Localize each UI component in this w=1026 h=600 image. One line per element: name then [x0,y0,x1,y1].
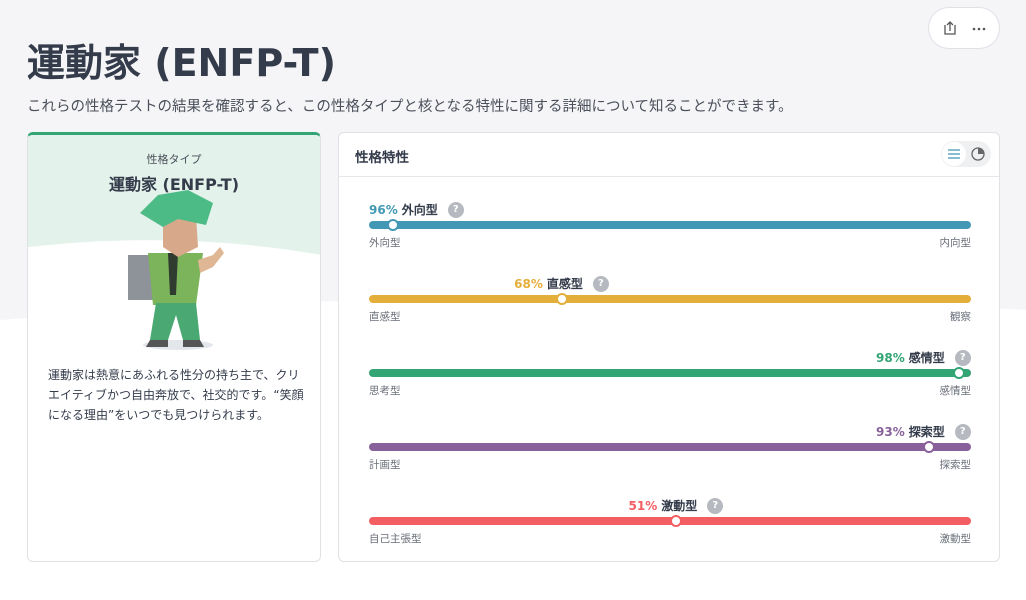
trait-name: 探索型 [908,425,945,439]
type-label: 性格タイプ [146,153,202,166]
trait-name: 直感型 [546,277,583,291]
sliders-view-button[interactable] [948,149,960,159]
left-pole-label: 直感型 [369,311,401,323]
trait-percent: 93% [876,424,905,439]
trait-bar [369,221,971,229]
type-card: 性格タイプ 運動家 (ENFP-T) 運動家は熱意にあふれる性分の持ち主で、クリ… [27,132,321,562]
trait-row: 96% 外向型? 外向型 内向型 [369,201,971,261]
trait-marker [922,441,935,453]
help-button[interactable]: ? [447,201,464,218]
panel-title: 性格特性 [355,150,409,166]
trait-row: 98% 感情型? 思考型 感情型 [369,349,971,409]
right-pole-label: 観察 [950,311,971,323]
trait-percent: 96% [369,202,398,217]
trait-bar [369,517,971,525]
trait-row: 51% 激動型? 自己主張型 激動型 [369,497,971,557]
pie-view-button[interactable] [971,147,985,161]
subtitle: これらの性格テストの結果を確認すると、この性格タイプと核となる特性に関する詳細に… [27,99,793,115]
trait-row: 68% 直感型? 直感型 観察 [369,275,971,335]
help-button[interactable]: ? [592,275,609,292]
trait-marker [952,367,965,379]
trait-bar [369,369,971,377]
trait-marker [387,219,400,231]
type-name: 運動家 (ENFP-T) [108,175,240,194]
trait-label: 68% 直感型? [514,275,609,292]
trait-name: 感情型 [908,351,945,365]
share-button[interactable] [944,21,956,35]
type-description: 運動家は熱意にあふれる性分の持ち主で、クリエイティブかつ自由奔放で、社交的です。… [48,368,304,422]
right-pole-label: 内向型 [939,237,972,249]
toolbar [928,7,1000,49]
help-button[interactable]: ? [954,423,971,440]
trait-bar [369,295,971,303]
help-button[interactable]: ? [707,497,724,514]
help-button[interactable]: ? [954,349,971,366]
type-illustration [28,135,320,355]
toggle-icons [942,142,985,166]
left-pole-label: 自己主張型 [369,533,422,545]
view-toggle [941,141,991,167]
panel-header: 性格特性 [339,133,999,177]
more-button[interactable] [972,27,986,31]
trait-percent: 51% [628,498,658,513]
left-pole-label: 思考型 [369,385,401,397]
trait-name: 激動型 [661,499,698,513]
right-pole-label: 激動型 [939,533,972,545]
trait-bar [369,443,971,451]
trait-marker [555,293,568,305]
trait-label: 51% 激動型? [629,497,724,514]
page-title: 運動家 (ENFP-T) [27,41,336,85]
trait-percent: 68% [514,276,543,291]
left-pole-label: 計画型 [369,459,401,471]
trait-label: 96% 外向型? [369,201,464,218]
right-pole-label: 探索型 [939,459,972,471]
trait-marker [670,515,683,527]
right-pole-label: 感情型 [939,385,972,397]
traits-panel: 性格特性 96% 外向型? 外向型 内向型 68% 直感型? 直感型 観察 98% 感情型? 思考型… [338,132,1000,562]
trait-label: 98% 感情型? [876,349,971,366]
trait-name: 外向型 [401,203,438,217]
trait-label: 93% 探索型? [876,423,971,440]
trait-percent: 98% [876,350,905,365]
toolbar-icons [944,21,986,35]
trait-row: 93% 探索型? 計画型 探索型 [369,423,971,483]
left-pole-label: 外向型 [369,237,401,249]
